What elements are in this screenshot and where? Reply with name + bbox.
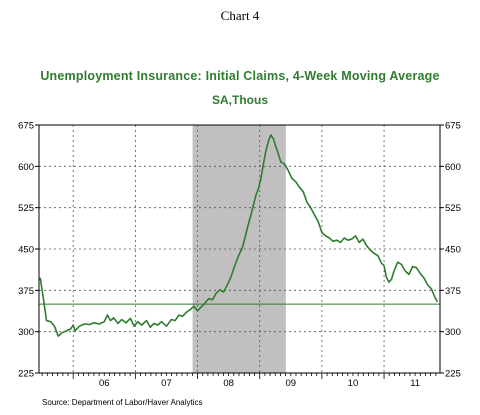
chart-title: Unemployment Insurance: Initial Claims, … <box>40 69 440 83</box>
y-tick-label-left: 225 <box>18 369 34 380</box>
y-tick-label-left: 675 <box>18 121 34 132</box>
y-tick-label-left: 600 <box>18 162 34 173</box>
y-tick-label-right: 225 <box>445 369 461 380</box>
x-tick-label: 07 <box>161 378 172 389</box>
series-line <box>39 134 439 337</box>
y-tick-label-left: 525 <box>18 203 34 214</box>
y-tick-label-right: 675 <box>445 121 461 132</box>
y-tick-label-right: 300 <box>445 327 461 338</box>
plot-frame <box>38 124 441 374</box>
y-tick-label-right: 450 <box>445 245 461 256</box>
source-note: Source: Department of Labor/Haver Analyt… <box>42 398 203 407</box>
y-tick-label-right: 600 <box>445 162 461 173</box>
y-tick-label-left: 300 <box>18 327 34 338</box>
y-tick-label-left: 375 <box>18 286 34 297</box>
x-tick-label: 09 <box>286 378 297 389</box>
x-tick-label: 10 <box>348 378 359 389</box>
y-tick-label-left: 450 <box>18 245 34 256</box>
y-tick-label-right: 375 <box>445 286 461 297</box>
x-tick-label: 08 <box>223 378 234 389</box>
x-tick-label: 11 <box>410 378 420 389</box>
chart-subtitle: SA,Thous <box>212 93 268 107</box>
chart-heading: Chart 4 <box>220 8 260 23</box>
x-tick-label: 06 <box>99 378 110 389</box>
y-tick-label-right: 525 <box>445 203 461 214</box>
